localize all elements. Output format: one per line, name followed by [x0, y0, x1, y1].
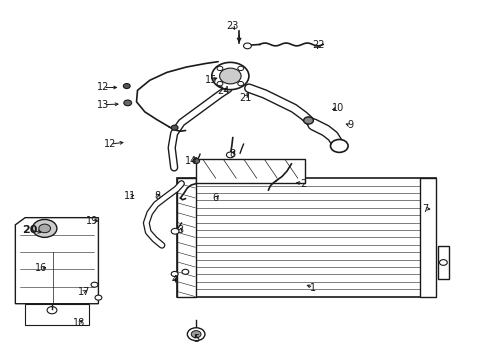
Polygon shape — [15, 218, 98, 304]
Circle shape — [217, 81, 223, 86]
Bar — [438, 246, 449, 279]
Text: 12: 12 — [97, 82, 109, 93]
Circle shape — [39, 224, 50, 233]
Circle shape — [47, 307, 57, 314]
Circle shape — [193, 158, 199, 163]
Text: 8: 8 — [230, 149, 236, 159]
Circle shape — [95, 295, 102, 300]
Circle shape — [124, 100, 132, 106]
Text: 13: 13 — [97, 100, 109, 110]
Text: 21: 21 — [239, 93, 251, 103]
Text: 16: 16 — [35, 263, 47, 273]
Text: 18: 18 — [73, 319, 85, 328]
Circle shape — [217, 66, 223, 71]
Circle shape — [331, 139, 348, 152]
Circle shape — [32, 220, 57, 237]
Text: 22: 22 — [312, 40, 324, 50]
Text: 2: 2 — [300, 179, 307, 189]
Text: 10: 10 — [332, 103, 344, 113]
Text: 11: 11 — [124, 191, 136, 201]
Circle shape — [212, 62, 249, 90]
Text: 5: 5 — [193, 333, 199, 343]
Circle shape — [171, 271, 178, 276]
Circle shape — [238, 66, 244, 71]
Text: 24: 24 — [217, 86, 230, 96]
Circle shape — [238, 81, 244, 86]
Text: 7: 7 — [423, 204, 429, 214]
Bar — [176, 178, 196, 297]
Text: 6: 6 — [213, 193, 219, 203]
Circle shape — [187, 328, 205, 341]
Text: 12: 12 — [104, 139, 116, 149]
Circle shape — [171, 125, 178, 130]
Text: 8: 8 — [154, 191, 160, 201]
Text: 4: 4 — [172, 275, 178, 285]
Bar — [196, 159, 305, 183]
Text: 19: 19 — [86, 216, 98, 226]
Circle shape — [304, 117, 314, 124]
Text: 20: 20 — [23, 225, 38, 235]
Text: 9: 9 — [347, 121, 353, 130]
Text: 15: 15 — [205, 75, 217, 85]
Circle shape — [244, 43, 251, 49]
Bar — [25, 304, 89, 325]
Bar — [420, 178, 436, 297]
Text: 1: 1 — [310, 283, 317, 293]
Text: 14: 14 — [185, 156, 197, 166]
Circle shape — [226, 152, 234, 158]
Circle shape — [440, 260, 447, 265]
Text: 17: 17 — [77, 287, 90, 297]
Circle shape — [191, 330, 201, 338]
Text: 3: 3 — [177, 225, 184, 235]
Circle shape — [171, 228, 179, 234]
Circle shape — [182, 269, 189, 274]
Circle shape — [220, 68, 241, 84]
Circle shape — [123, 84, 130, 89]
Text: 23: 23 — [226, 21, 239, 31]
Circle shape — [91, 282, 98, 287]
Bar — [176, 178, 436, 297]
